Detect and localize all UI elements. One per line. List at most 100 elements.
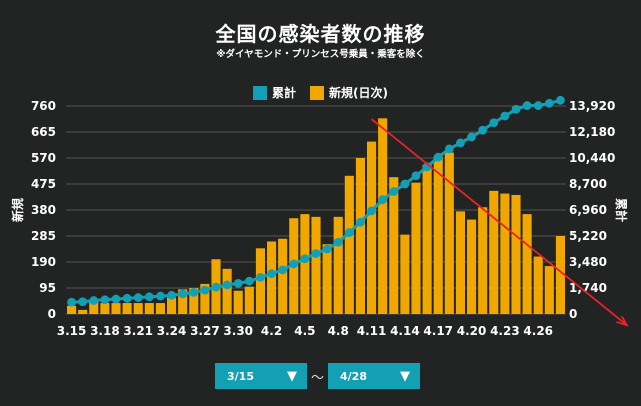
point-cumulative <box>78 297 88 307</box>
bar-new-cases <box>89 301 99 314</box>
x-tick-label: 4.17 <box>423 324 453 338</box>
point-cumulative <box>311 249 321 258</box>
bar-new-cases <box>555 236 565 314</box>
bar-new-cases <box>278 238 288 314</box>
x-tick-label: 4.2 <box>261 324 282 338</box>
y-left-tick-label: 0 <box>48 307 56 321</box>
chevron-down-icon: ▼ <box>400 368 410 384</box>
x-tick-label: 4.26 <box>523 324 553 338</box>
point-cumulative <box>89 296 99 305</box>
y-right-tick-label: 12,180 <box>569 125 615 139</box>
y-left-tick-label: 380 <box>31 203 56 217</box>
bar-new-cases <box>144 303 154 314</box>
bar-new-cases <box>511 194 521 314</box>
legend-label-new: 新規(日次) <box>329 86 388 100</box>
point-cumulative <box>178 289 188 299</box>
x-tick-label: 4.23 <box>490 324 520 338</box>
bar-new-cases <box>155 303 165 314</box>
legend-item-cumulative[interactable]: 累計 <box>253 84 296 101</box>
point-cumulative <box>200 285 210 295</box>
bar-new-cases <box>311 216 321 314</box>
y-left-tick-label: 95 <box>39 281 56 295</box>
point-cumulative <box>389 187 399 196</box>
point-cumulative <box>522 101 532 110</box>
point-cumulative <box>144 292 154 302</box>
point-cumulative <box>222 280 232 290</box>
point-cumulative <box>267 269 276 279</box>
bar-new-cases <box>444 152 454 314</box>
bar-new-cases <box>167 297 177 314</box>
bar-new-cases <box>500 193 510 314</box>
point-cumulative <box>467 132 476 142</box>
point-cumulative <box>444 144 454 154</box>
y-left-tick-label: 665 <box>31 125 56 139</box>
point-cumulative <box>489 118 499 128</box>
end-date-value: 4/28 <box>340 369 367 383</box>
point-cumulative <box>400 179 410 189</box>
y-left-tick-label: 570 <box>31 151 56 165</box>
y-right-axis-title: 累計 <box>614 198 629 222</box>
start-date-select[interactable]: 3/15 ▼ <box>215 363 307 389</box>
bar-new-cases <box>411 182 421 314</box>
y-right-tick-label: 10,440 <box>569 151 615 165</box>
x-tick-label: 4.5 <box>294 324 315 338</box>
bar-new-cases <box>489 190 499 314</box>
bar-new-cases <box>378 118 388 314</box>
point-cumulative <box>111 294 121 304</box>
bar-new-cases <box>78 309 88 314</box>
range-separator: 〜 <box>310 370 324 386</box>
point-cumulative <box>256 272 265 282</box>
bar-new-cases <box>178 289 188 314</box>
y-left-tick-label: 475 <box>31 177 56 191</box>
point-cumulative <box>433 152 443 162</box>
chart-legend: 累計 新規(日次) <box>0 84 641 101</box>
y-right-tick-label: 0 <box>569 307 577 321</box>
x-tick-label: 3.21 <box>123 324 153 338</box>
y-right-tick-label: 8,700 <box>569 177 607 191</box>
bar-new-cases <box>189 288 199 314</box>
bar-new-cases <box>100 303 110 314</box>
bar-new-cases <box>233 290 243 314</box>
y-right-tick-label: 13,920 <box>569 99 615 113</box>
x-tick-label: 3.15 <box>57 324 87 338</box>
point-cumulative <box>478 125 488 135</box>
point-cumulative <box>289 259 299 269</box>
point-cumulative <box>556 95 565 105</box>
point-cumulative <box>333 237 343 247</box>
y-left-tick-label: 760 <box>31 99 56 113</box>
y-right-tick-label: 5,220 <box>569 229 607 243</box>
point-cumulative <box>244 276 254 286</box>
point-cumulative <box>189 287 199 297</box>
y-right-tick-label: 6,960 <box>569 203 607 217</box>
bar-new-cases <box>222 268 232 314</box>
point-cumulative <box>156 291 165 301</box>
bar-new-cases <box>467 219 477 314</box>
point-cumulative <box>278 265 288 275</box>
point-cumulative <box>544 98 554 108</box>
x-tick-label: 3.18 <box>90 324 120 338</box>
bar-new-cases <box>133 303 143 314</box>
bar-new-cases <box>244 286 254 314</box>
bar-new-cases <box>455 211 465 314</box>
chart-subtitle: ※ダイヤモンド・プリンセス号乗員・乗客を除く <box>216 49 425 60</box>
x-tick-label: 3.27 <box>190 324 220 338</box>
bar-new-cases <box>67 305 77 314</box>
x-tick-label: 4.14 <box>390 324 420 338</box>
date-range-controls: 3/15 ▼ 〜 4/28 ▼ <box>215 363 420 389</box>
x-tick-label: 4.20 <box>457 324 487 338</box>
legend-swatch-new <box>310 85 325 100</box>
point-cumulative <box>500 111 510 121</box>
y-right-tick-label: 3,480 <box>569 255 607 269</box>
bar-new-cases <box>322 244 332 314</box>
bar-new-cases <box>300 214 310 314</box>
bar-new-cases <box>344 175 354 314</box>
end-date-select[interactable]: 4/28 ▼ <box>328 363 420 389</box>
point-cumulative <box>67 297 76 307</box>
point-cumulative <box>411 171 421 181</box>
bar-new-cases <box>389 177 399 314</box>
bar-new-cases <box>478 207 488 314</box>
point-cumulative <box>300 254 310 264</box>
bar-new-cases <box>533 256 543 314</box>
legend-item-new[interactable]: 新規(日次) <box>310 84 388 101</box>
bar-new-cases <box>200 283 210 314</box>
